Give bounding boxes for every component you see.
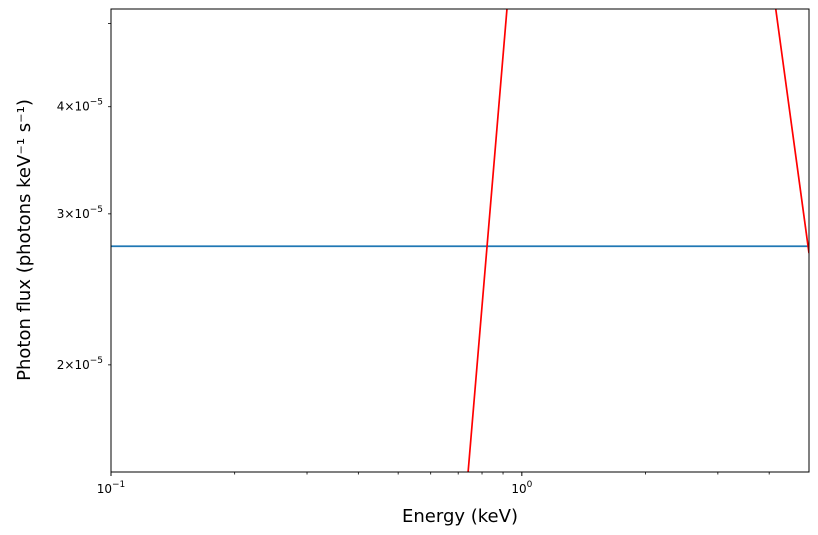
y-axis-label: Photon flux (photons keV⁻¹ s⁻¹): [14, 99, 35, 381]
x-axis-label: Energy (keV): [402, 506, 518, 527]
y-tick-label: 2×10−5: [57, 356, 103, 372]
axes-frame: [110, 8, 810, 473]
series-line-3: [774, 9, 809, 254]
y-tick-label: 4×10−5: [57, 98, 103, 114]
tick-layer: 10−1 100 2×10−5 3×10−5 4×10−5: [57, 23, 770, 496]
y-tick-label: 3×10−5: [57, 205, 103, 221]
x-tick-label: 100: [511, 480, 532, 496]
series-line-2: [467, 9, 508, 472]
x-tick-label: 10−1: [97, 480, 126, 496]
plot-area: [111, 9, 809, 472]
series-layer: [111, 9, 809, 472]
